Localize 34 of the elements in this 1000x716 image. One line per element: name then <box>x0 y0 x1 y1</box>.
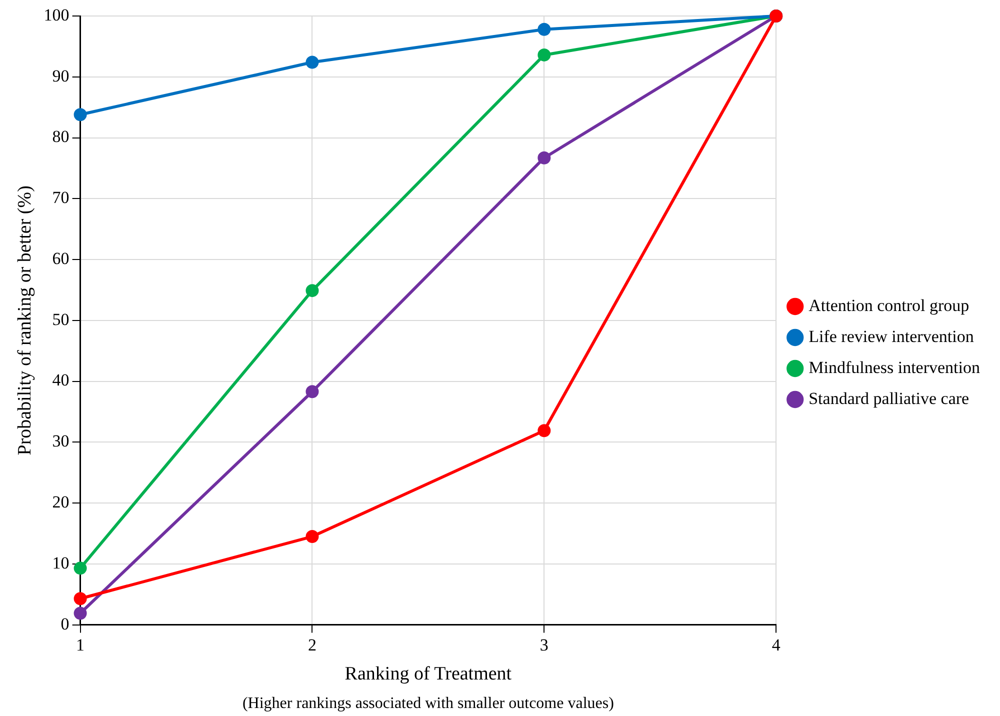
legend-label: Mindfulness intervention <box>808 358 980 377</box>
point <box>306 385 319 398</box>
point <box>538 151 551 164</box>
y-tick-label: 80 <box>52 127 70 146</box>
text: (Higher rankings associated with smaller outcome values) <box>242 695 614 712</box>
point <box>538 48 551 62</box>
point <box>306 284 319 298</box>
x-tick-label: 1 <box>76 635 85 654</box>
point <box>74 592 87 606</box>
y-tick-label: 100 <box>44 5 70 24</box>
legend-label: Standard palliative care <box>808 388 970 408</box>
x-tick-label: 4 <box>772 635 781 654</box>
point <box>74 562 87 575</box>
y-axis-title: Probability of ranking or better (%) <box>14 186 36 456</box>
x-tick-label: 2 <box>308 635 316 654</box>
y-tick-label: 40 <box>52 370 70 390</box>
y-tick-label: 70 <box>52 188 70 208</box>
y-tick-label: 30 <box>52 432 70 451</box>
y-tick-label: 90 <box>52 66 70 86</box>
point <box>74 108 87 122</box>
point <box>538 22 551 36</box>
x-tick-label: 3 <box>540 635 548 654</box>
y-tick-label: 50 <box>52 310 70 329</box>
point <box>306 530 319 544</box>
y-tick-label: 20 <box>52 492 70 512</box>
x-axis-title: Ranking of Treatment <box>344 664 512 685</box>
y-tick-label: 0 <box>60 614 70 634</box>
point <box>538 424 551 438</box>
y-tick-label: 60 <box>52 248 70 268</box>
point <box>306 56 319 69</box>
legend-label: Life review intervention <box>808 326 974 346</box>
point <box>74 606 87 620</box>
y-tick-label: 10 <box>52 553 70 572</box>
legend-label: Attention control group <box>808 296 970 315</box>
